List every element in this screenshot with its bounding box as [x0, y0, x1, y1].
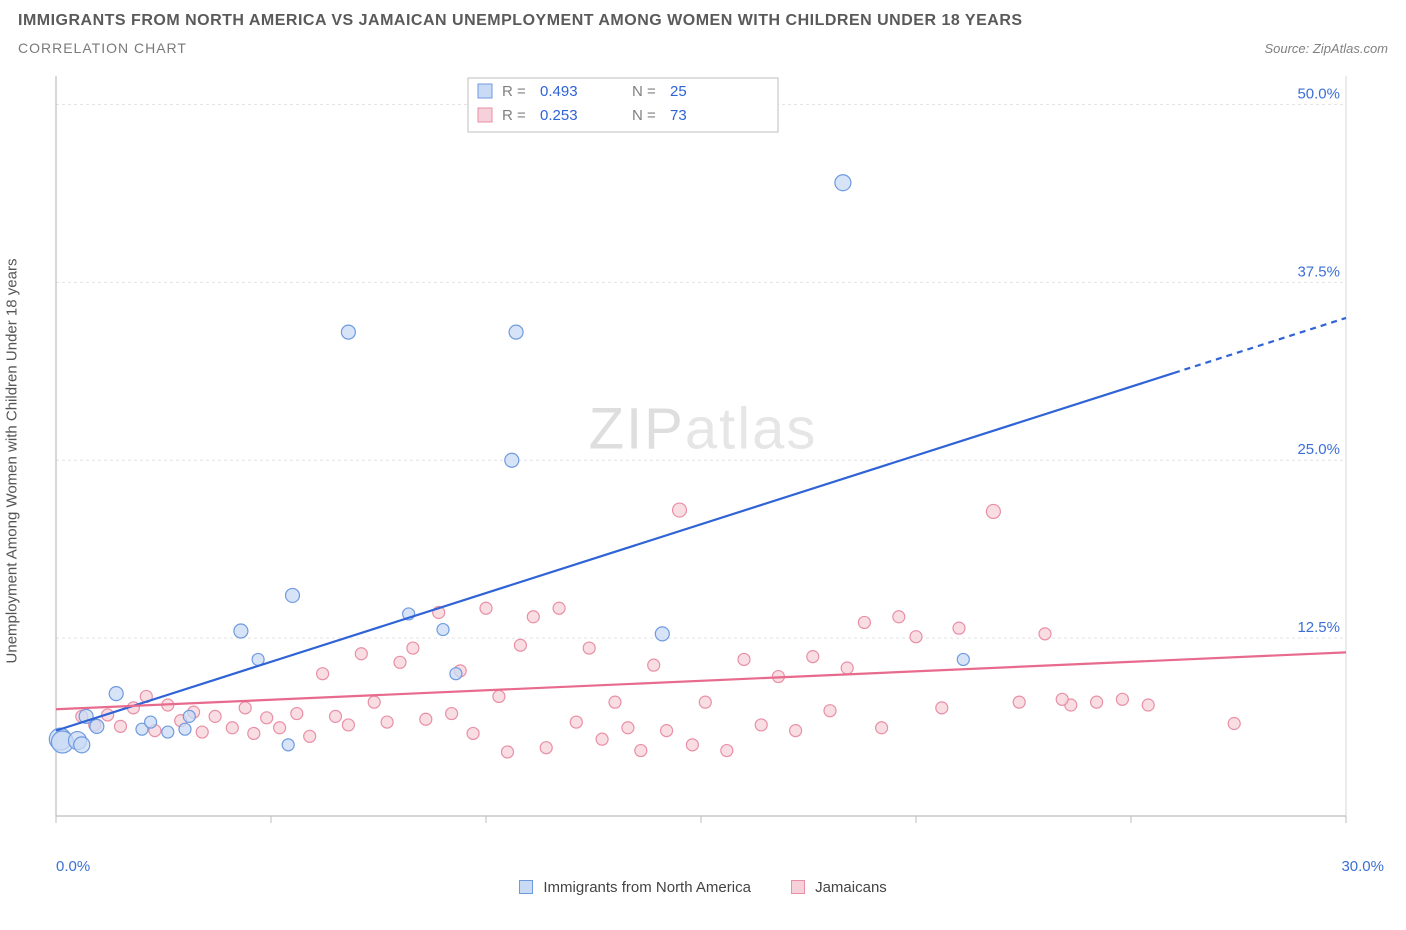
svg-text:12.5%: 12.5%	[1297, 619, 1340, 636]
svg-text:25: 25	[670, 83, 687, 100]
svg-text:R =: R =	[502, 83, 526, 100]
x-axis-min-label: 0.0%	[56, 858, 90, 875]
svg-text:73: 73	[670, 107, 687, 124]
chart-title: IMMIGRANTS FROM NORTH AMERICA VS JAMAICA…	[18, 12, 1388, 30]
chart-subtitle: CORRELATION CHART	[18, 40, 187, 56]
svg-text:25.0%: 25.0%	[1297, 441, 1340, 458]
svg-text:R =: R =	[502, 107, 526, 124]
scatter-chart: 12.5% 25.0% 37.5% 50.0% R = 0.493 N = 25 R = 0.25…	[18, 66, 1358, 856]
legend-swatch-b	[791, 880, 805, 894]
legend-label-a: Immigrants from North America	[543, 879, 751, 896]
svg-text:50.0%: 50.0%	[1297, 85, 1340, 102]
x-axis-end-labels: 0.0% 30.0%	[56, 858, 1384, 875]
legend-bottom: Immigrants from North America Jamaicans	[18, 879, 1388, 896]
svg-text:N =: N =	[632, 107, 656, 124]
y-axis-label: Unemployment Among Women with Children U…	[4, 259, 21, 664]
x-axis-max-label: 30.0%	[1341, 858, 1384, 875]
legend-item-series-b: Jamaicans	[791, 879, 887, 896]
chart-container: Unemployment Among Women with Children U…	[18, 66, 1388, 856]
svg-text:N =: N =	[632, 83, 656, 100]
svg-text:37.5%: 37.5%	[1297, 263, 1340, 280]
svg-text:0.493: 0.493	[540, 83, 578, 100]
svg-text:0.253: 0.253	[540, 107, 578, 124]
legend-item-series-a: Immigrants from North America	[519, 879, 751, 896]
subtitle-row: CORRELATION CHART Source: ZipAtlas.com	[18, 40, 1388, 56]
chart-source: Source: ZipAtlas.com	[1264, 41, 1388, 56]
legend-label-b: Jamaicans	[815, 879, 887, 896]
legend-swatch-a	[519, 880, 533, 894]
